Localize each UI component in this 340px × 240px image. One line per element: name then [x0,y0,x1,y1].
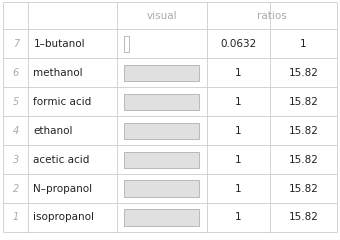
Bar [124,65,200,81]
Text: 1: 1 [235,155,242,165]
Text: 6: 6 [13,68,19,78]
Bar [124,180,200,197]
Text: visual: visual [146,11,177,21]
Text: 7: 7 [13,39,19,49]
Bar [124,209,200,226]
Text: 1: 1 [235,97,242,107]
Text: 4: 4 [13,126,19,136]
Text: 15.82: 15.82 [288,212,318,222]
Text: 15.82: 15.82 [288,184,318,194]
Text: 15.82: 15.82 [288,68,318,78]
Text: 1: 1 [235,68,242,78]
Text: 1–butanol: 1–butanol [33,39,85,49]
Bar [124,36,129,52]
Text: 1: 1 [13,212,19,222]
Text: N–propanol: N–propanol [33,184,92,194]
Text: 15.82: 15.82 [288,97,318,107]
Text: ratios: ratios [257,11,287,21]
Text: isopropanol: isopropanol [33,212,95,222]
Text: acetic acid: acetic acid [33,155,90,165]
Bar [124,123,200,139]
Text: 1: 1 [300,39,307,49]
Bar [124,94,200,110]
Text: 1: 1 [235,126,242,136]
Text: 3: 3 [13,155,19,165]
Text: methanol: methanol [33,68,83,78]
Text: 1: 1 [235,212,242,222]
Text: 0.0632: 0.0632 [220,39,256,49]
Text: 15.82: 15.82 [288,126,318,136]
Bar [124,151,200,168]
Text: 15.82: 15.82 [288,155,318,165]
Text: formic acid: formic acid [33,97,92,107]
Text: 5: 5 [13,97,19,107]
Text: 2: 2 [13,184,19,194]
Text: 1: 1 [235,184,242,194]
Text: ethanol: ethanol [33,126,73,136]
